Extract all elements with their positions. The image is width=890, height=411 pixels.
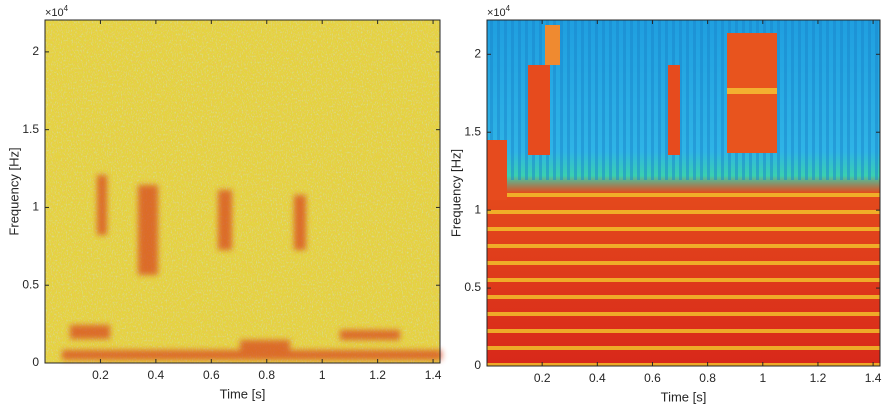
x-tick-label: 1.2: [369, 368, 386, 382]
y-axis-label: Frequency [Hz]: [448, 149, 463, 237]
plot-frame: [44, 19, 441, 364]
left-texture: [45, 20, 442, 363]
y-exponent-base: ×10: [487, 7, 506, 19]
x-tick-label: 1.4: [425, 368, 442, 382]
y-tick-label: 1: [32, 200, 39, 214]
y-tick-label: 1.5: [22, 122, 39, 136]
y-tick-label: 0: [32, 355, 39, 369]
y-exponent: ×104: [45, 4, 69, 19]
y-exponent-power: 4: [64, 4, 69, 13]
y-tick-label: 0.5: [22, 277, 39, 291]
y-tick-label: 1: [474, 202, 481, 216]
x-tick-label: 0.4: [148, 368, 165, 382]
y-tick-label: 0: [474, 358, 481, 372]
x-tick-label: 1: [759, 371, 766, 385]
x-tick-label: 0.2: [92, 368, 109, 382]
x-tick-label: 0.8: [258, 368, 275, 382]
y-exponent-base: ×10: [45, 7, 64, 19]
y-tick-label: 2: [32, 44, 39, 58]
y-tick-label: 1.5: [464, 124, 481, 138]
x-tick-label: 1.2: [810, 371, 827, 385]
x-axis-label: Time [s]: [220, 386, 266, 401]
x-tick-label: 0.2: [534, 371, 551, 385]
y-tick-label: 2: [474, 46, 481, 60]
y-axis-label: Frequency [Hz]: [6, 147, 21, 235]
x-axis-label: Time [s]: [661, 389, 707, 404]
y-tick-label: 0.5: [464, 280, 481, 294]
y-exponent-power: 4: [506, 4, 511, 13]
x-tick-label: 0.8: [699, 371, 716, 385]
x-tick-label: 0.6: [644, 371, 661, 385]
x-tick-label: 1.4: [865, 371, 882, 385]
x-tick-label: 1: [319, 368, 326, 382]
x-tick-label: 0.4: [589, 371, 606, 385]
y-exponent: ×104: [487, 4, 511, 19]
x-tick-label: 0.6: [203, 368, 220, 382]
plot-frame: [486, 19, 881, 367]
right-texture: [487, 20, 880, 366]
